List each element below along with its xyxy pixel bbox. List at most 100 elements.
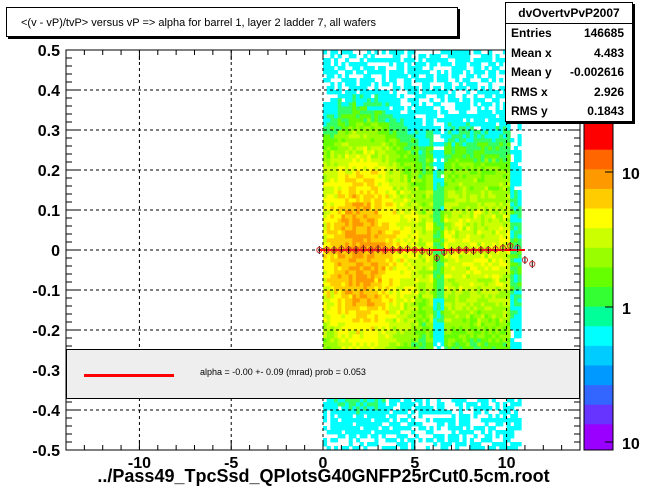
x-tick-label: -10 [128, 455, 151, 472]
palette-cell [584, 378, 613, 386]
palette-cell [584, 436, 613, 444]
y-tick-label: 0.2 [38, 163, 60, 180]
profile-point [448, 247, 455, 254]
palette-cell [584, 247, 613, 255]
palette-cell [584, 175, 613, 183]
palette-cell [584, 194, 613, 202]
palette-cell [584, 299, 613, 307]
stats-row-mean-x: Mean x 4.483 [506, 44, 632, 64]
palette-cell [584, 423, 613, 431]
stats-row-mean-y: Mean y -0.002616 [506, 63, 632, 83]
palette-cell [584, 162, 613, 170]
stats-label: Mean y [511, 65, 552, 80]
stats-value: 2.926 [593, 84, 624, 99]
palette-cell [584, 136, 613, 144]
palette-tick-label: 1 [622, 301, 631, 318]
palette-cell [584, 351, 613, 359]
profile-point [426, 248, 433, 256]
palette-cell [584, 221, 613, 229]
profile-point [477, 246, 484, 254]
y-tick-label: -0.3 [32, 363, 60, 380]
profile-point [338, 246, 345, 253]
stats-label: RMS y [511, 104, 548, 119]
profile-point [470, 247, 477, 254]
palette-cell [584, 253, 613, 261]
profile-point [389, 246, 396, 254]
profile-point [382, 246, 389, 254]
y-tick-label: -0.5 [32, 443, 60, 460]
palette-frame [583, 122, 614, 451]
palette-cell [584, 286, 613, 294]
profile-point [499, 244, 506, 252]
stats-name: dvOvertvPvP2007 [506, 3, 632, 24]
profile-point [514, 244, 521, 252]
x-tick-label: 5 [410, 455, 419, 472]
profile-point [316, 246, 323, 254]
profile-point [507, 242, 514, 250]
stats-value: 4.483 [593, 45, 624, 60]
fit-legend-line [84, 374, 174, 377]
stats-label: Mean x [511, 45, 552, 60]
x-tick-label: 0 [319, 455, 328, 472]
profile-point [367, 246, 374, 254]
y-tick-label: -0.1 [32, 283, 60, 300]
palette-cell [584, 325, 613, 333]
profile-point [529, 260, 536, 268]
palette-cell [584, 279, 613, 287]
profile-point [345, 246, 352, 254]
y-tick-label: 0.5 [38, 43, 60, 60]
palette-cell [584, 293, 613, 301]
y-tick-label: 0 [51, 243, 60, 260]
profile-point [352, 246, 360, 254]
palette-cell [584, 129, 613, 137]
palette-cell [584, 430, 613, 438]
palette-cell [584, 338, 613, 346]
profile-point [397, 246, 404, 254]
palette-cell [584, 188, 613, 196]
palette-cell [584, 201, 613, 209]
profile-point [521, 256, 529, 264]
profile-point [360, 246, 367, 253]
stats-row-rms-y: RMS y 0.1843 [506, 102, 632, 122]
y-tick-label: 0.4 [38, 83, 60, 100]
palette-cell [584, 266, 613, 274]
palette-cell [584, 332, 613, 340]
fit-legend-text: alpha = -0.00 +- 0.09 (mrad) prob = 0.05… [200, 367, 366, 377]
palette-cell [584, 404, 613, 412]
palette-cell [584, 364, 613, 373]
palette-cell [584, 345, 613, 353]
stats-value: 0.1843 [587, 104, 624, 119]
palette-cell [584, 397, 613, 405]
profile-point [433, 254, 440, 262]
profile-point [323, 246, 330, 254]
palette-cell [584, 443, 613, 451]
stats-label: Entries [511, 26, 552, 40]
stats-row-rms-x: RMS x 2.926 [506, 83, 632, 103]
stats-box: dvOvertvPvP2007 Entries 146685 Mean x 4.… [505, 2, 633, 122]
palette-cell [584, 410, 613, 418]
palette-cell [584, 391, 613, 399]
y-tick-label: -0.4 [32, 403, 60, 420]
palette-cell [584, 149, 613, 157]
profile-point [441, 248, 448, 256]
palette-cell [584, 234, 613, 242]
x-tick-label: 10 [498, 455, 516, 472]
profile-point [485, 246, 492, 254]
profile-point [404, 246, 411, 253]
palette-cell [584, 240, 613, 248]
palette-cell [584, 306, 613, 314]
profile-point [411, 246, 418, 254]
palette-cell [584, 142, 613, 150]
profile-point [492, 246, 499, 253]
palette-cell [584, 417, 613, 425]
stats-value: -0.002616 [569, 65, 624, 80]
palette-tick-label: 10 [622, 166, 640, 183]
palette-cell [584, 319, 613, 327]
palette-cell [584, 214, 613, 222]
palette-cell [584, 312, 613, 320]
palette-tick-label: 10 [622, 436, 640, 453]
palette-cell [584, 168, 613, 176]
palette-cell [584, 260, 613, 268]
profile-point [455, 246, 462, 254]
x-axis-label: ../Pass49_TpcSsd_QPlotsG40GNFP25rCut0.5c… [97, 466, 550, 486]
